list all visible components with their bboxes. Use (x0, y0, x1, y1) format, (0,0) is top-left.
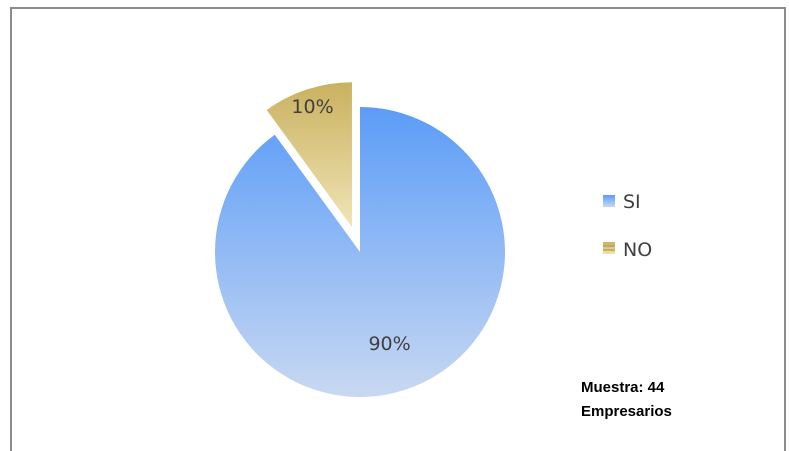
legend-label-no: NO (623, 239, 652, 261)
legend-item-si: SI (603, 191, 641, 213)
legend-item-no: NO (603, 239, 652, 261)
data-label-si: 90% (368, 333, 410, 355)
sample-note-line-1: Muestra: 44 (581, 379, 665, 396)
legend-swatch-no (603, 242, 615, 254)
sample-note-line-2: Empresarios (581, 403, 672, 420)
labels-layer: 90% 10% (291, 96, 410, 355)
slices-layer (214, 82, 505, 397)
legend-swatch-si (603, 195, 615, 207)
legend-label-si: SI (623, 191, 641, 213)
legend: SI NO (603, 191, 652, 261)
pie-slice-si (214, 107, 505, 397)
data-label-no: 10% (291, 96, 333, 118)
pie-slice-no (266, 82, 352, 228)
sample-note: Muestra: 44 Empresarios (581, 376, 672, 424)
